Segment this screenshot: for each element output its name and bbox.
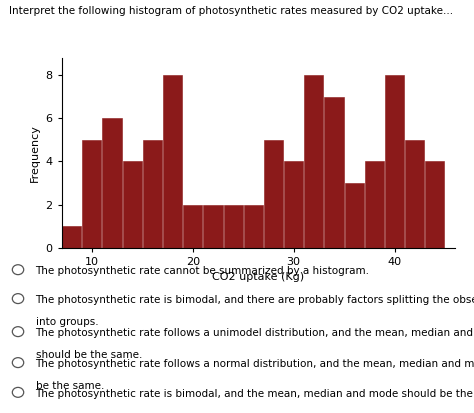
Text: be the same.: be the same.: [36, 381, 104, 391]
Text: should be the same.: should be the same.: [36, 350, 142, 360]
Bar: [224, 204, 243, 248]
Bar: [203, 204, 222, 248]
Bar: [345, 183, 364, 248]
Bar: [62, 226, 82, 248]
Bar: [102, 118, 122, 248]
Bar: [264, 140, 283, 248]
Text: The photosynthetic rate follows a normal distribution, and the mean, median and : The photosynthetic rate follows a normal…: [36, 359, 474, 369]
Bar: [365, 161, 384, 248]
Y-axis label: Frequency: Frequency: [30, 124, 40, 182]
Text: The photosynthetic rate is bimodal, and there are probably factors splitting the: The photosynthetic rate is bimodal, and …: [36, 295, 474, 305]
Bar: [82, 140, 101, 248]
Bar: [304, 75, 323, 248]
Bar: [425, 161, 445, 248]
Text: The photosynthetic rate follows a unimodel distribution, and the mean, median an: The photosynthetic rate follows a unimod…: [36, 328, 474, 338]
Bar: [324, 97, 344, 248]
Bar: [183, 204, 202, 248]
Text: The photosynthetic rate is bimodal, and the mean, median and mode should be the : The photosynthetic rate is bimodal, and …: [36, 389, 474, 399]
Bar: [385, 75, 404, 248]
Bar: [163, 75, 182, 248]
X-axis label: CO2 uptake (Kg): CO2 uptake (Kg): [212, 273, 304, 282]
Bar: [123, 161, 142, 248]
Bar: [143, 140, 162, 248]
Text: The photosynthetic rate cannot be summarized by a histogram.: The photosynthetic rate cannot be summar…: [36, 266, 370, 276]
Bar: [284, 161, 303, 248]
Bar: [405, 140, 424, 248]
Text: into groups.: into groups.: [36, 317, 98, 327]
Bar: [244, 204, 263, 248]
Text: Interpret the following histogram of photosynthetic rates measured by CO2 uptake: Interpret the following histogram of pho…: [9, 6, 454, 16]
